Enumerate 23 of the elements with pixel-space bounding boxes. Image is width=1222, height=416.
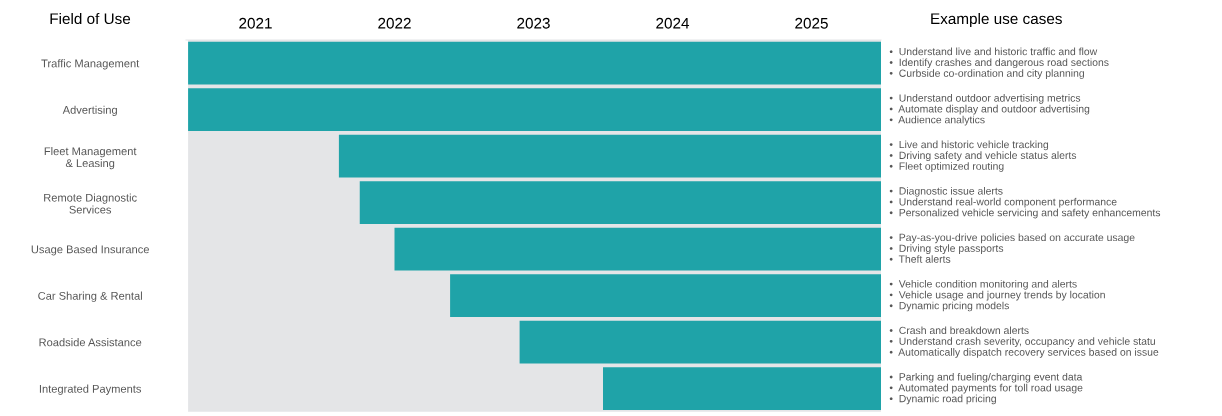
- x-tick-label: 2023: [517, 17, 550, 29]
- y-tick-label: Remote Diagnostic Services: [44, 193, 137, 214]
- text: • Crash and breakdown alerts • Understand crash severity, occupancy and vehicle statu • Automatically dispatch recovery services based on issue: [889, 326, 1159, 358]
- text: • Pay-as-you-drive policies based on accurate usage • Driving style passports • Theft alerts: [889, 233, 1135, 263]
- text: • Parking and fueling/charging event data • Automated payments for toll road usage • Dynamic road pricing: [889, 372, 1083, 405]
- x-tick-label: 2024: [656, 17, 690, 29]
- y-tick-label: Usage Based Insurance: [31, 245, 149, 256]
- x-tick-label: 2021: [239, 17, 272, 29]
- y-tick-label: Integrated Payments: [39, 384, 142, 395]
- y-axis-title: Field of Use: [50, 12, 131, 25]
- text: Example use cases: [931, 12, 1062, 28]
- y-tick-label: Fleet Management & Leasing: [44, 147, 137, 170]
- y-tick-label: Roadside Assistance: [39, 338, 142, 347]
- text: • Diagnostic issue alerts • Understand real-world component performance • Personalized vehicle servicing and safety enhancements: [889, 186, 1161, 219]
- text: • Understand outdoor advertising metrics • Automate display and outdoor advertising • Audience analytics: [889, 94, 1090, 126]
- x-tick-label: 2022: [378, 17, 411, 29]
- y-tick-label: Advertising: [62, 105, 117, 117]
- text: • Vehicle condition monitoring and alerts • Vehicle usage and journey trends by location • Dynamic pricing models: [889, 279, 1105, 312]
- y-tick-label: Car Sharing & Rental: [38, 291, 142, 302]
- text: • Live and historic vehicle tracking • Driving safety and vehicle status alerts • Fleet optimized routing: [889, 140, 1077, 172]
- text: • Understand live and historic traffic and flow • Identify crashes and dangerous road sections • Curbside co-ordination and city planning: [889, 47, 1109, 79]
- x-tick-label: 2025: [795, 17, 828, 29]
- y-tick-label: Traffic Management: [41, 59, 140, 70]
